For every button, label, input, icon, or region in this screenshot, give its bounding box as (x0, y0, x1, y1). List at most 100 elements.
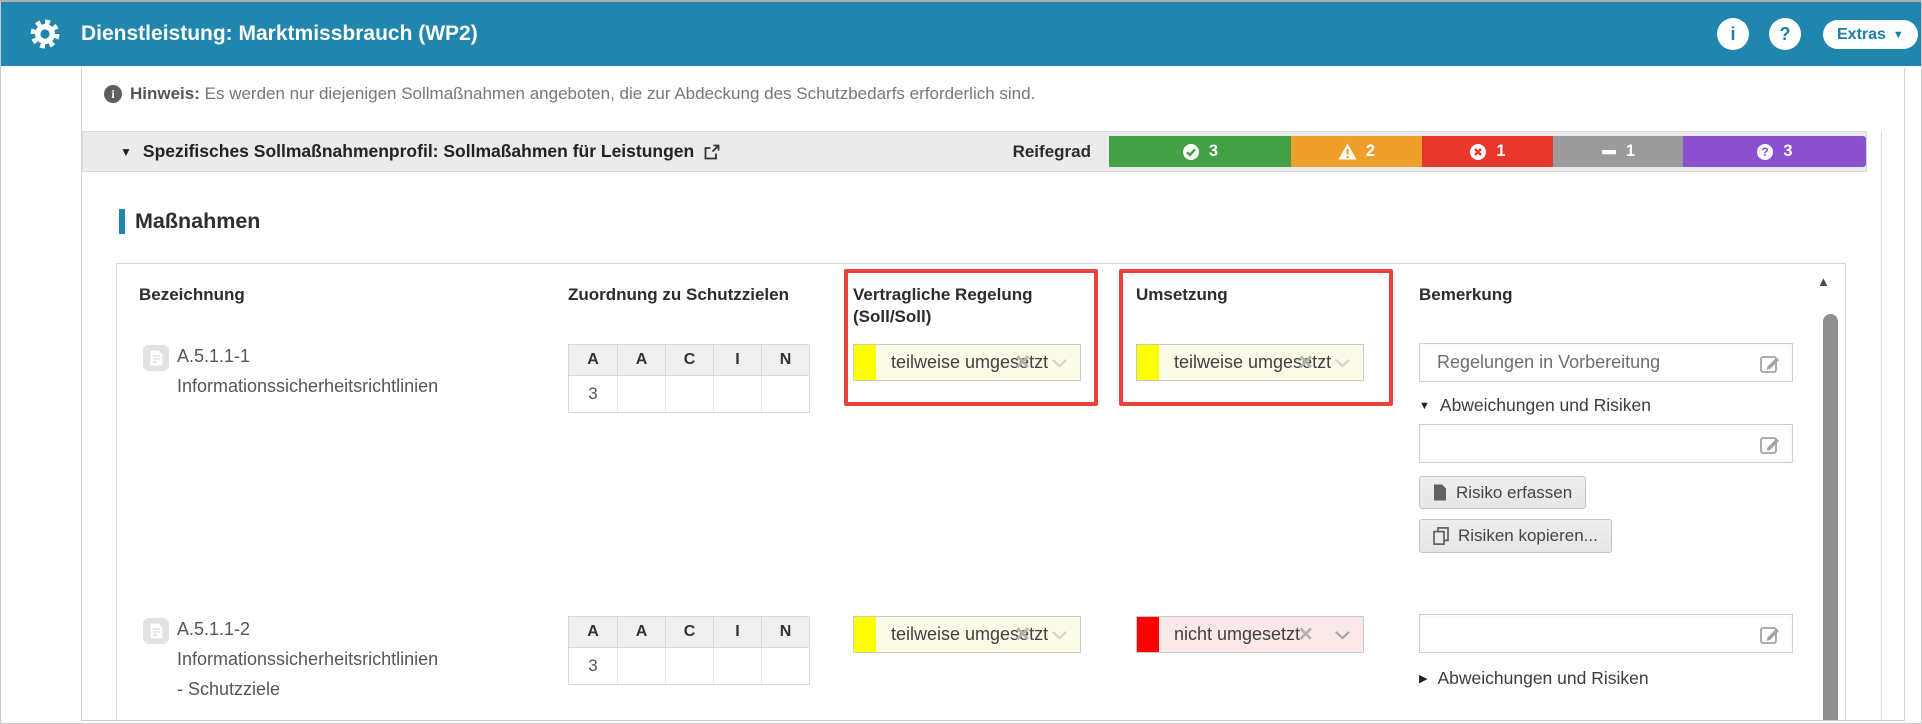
gear-icon (30, 19, 60, 49)
maturity-badge-unknown[interactable]: ? 3 (1683, 136, 1866, 167)
column-header-bemerkung: Bemerkung (1419, 285, 1513, 304)
create-risk-button[interactable]: Risiko erfassen (1419, 476, 1587, 509)
extras-label: Extras (1837, 25, 1886, 43)
goal-header: A (617, 617, 665, 648)
goal-header: A (617, 345, 665, 376)
titlebar: Dienstleistung: Marktmissbrauch (WP2) i … (1, 2, 1921, 66)
info-icon: i (104, 85, 122, 103)
badge-count: 3 (1783, 142, 1793, 160)
clear-icon[interactable]: × (1298, 620, 1313, 648)
clear-icon[interactable]: × (1015, 348, 1030, 376)
measure-name-line2: - Schutzziele (177, 679, 281, 699)
maturity-label: Reifegrad (1012, 141, 1091, 161)
state-color-swatch (1137, 617, 1159, 652)
measure-icon[interactable] (143, 345, 169, 371)
info-button[interactable]: i (1717, 18, 1749, 50)
create-risk-label: Risiko erfassen (1456, 482, 1573, 502)
goal-value (713, 648, 761, 684)
deviations-toggle[interactable]: ▼ Abweichungen und Risiken (1419, 395, 1651, 416)
badge-count: 1 (1625, 142, 1636, 160)
goal-header: I (713, 345, 761, 376)
edit-icon[interactable] (1759, 433, 1782, 456)
scrollbar-thumb[interactable] (1823, 314, 1838, 720)
document-icon (150, 350, 162, 366)
question-circle-icon: ? (1757, 143, 1774, 160)
svg-text:?: ? (1762, 145, 1769, 159)
external-link-icon[interactable] (703, 144, 720, 161)
maturity-badge-error[interactable]: 1 (1422, 136, 1553, 167)
chevron-down-icon (1335, 359, 1350, 368)
notice-label: Hinweis: (130, 84, 200, 103)
deviations-label: Abweichungen und Risiken (1439, 395, 1652, 415)
maturity-badge-none[interactable]: 1 (1553, 136, 1683, 167)
chevron-down-icon (1052, 359, 1067, 368)
contract-state-select[interactable]: teilweise umgesetzt × (853, 344, 1081, 381)
contract-state-select[interactable]: teilweise umgesetzt × (853, 616, 1081, 653)
state-label: teilweise umgesetzt (1174, 352, 1332, 372)
column-header-zuordnung: Zuordnung zu Schutzzielen (568, 285, 789, 304)
deviations-toggle[interactable]: ▶ Abweichungen und Risiken (1419, 668, 1649, 689)
badge-count: 2 (1365, 142, 1376, 160)
goal-value: 3 (569, 376, 617, 412)
state-label: nicht umgesetzt (1174, 624, 1301, 644)
measures-table: Bezeichnung Zuordnung zu Schutzzielen Ve… (116, 263, 1846, 720)
profile-section-title: Spezifisches Sollmaßnahmenprofil: Sollma… (142, 141, 695, 161)
remark-input[interactable]: Regelungen in Vorbereitung (1419, 343, 1793, 382)
deviation-input[interactable] (1419, 424, 1793, 463)
column-header-umsetzung: Umsetzung (1136, 285, 1228, 304)
profile-section-header[interactable]: ▼ Spezifisches Sollmaßnahmenprofil: Soll… (82, 131, 1867, 172)
measure-id: A.5.1.1-2 (177, 619, 251, 639)
copy-risks-label: Risiken kopieren... (1458, 526, 1598, 545)
check-circle-icon (1182, 143, 1199, 160)
scroll-up-icon[interactable]: ▲ (1817, 274, 1830, 289)
help-button[interactable]: ? (1769, 18, 1801, 50)
measure-id: A.5.1.1-1 (177, 346, 251, 366)
goal-value (761, 648, 809, 684)
maturity-badge-warning[interactable]: 2 (1291, 136, 1422, 167)
implementation-state-select[interactable]: nicht umgesetzt × (1136, 616, 1364, 653)
edit-icon[interactable] (1759, 352, 1782, 375)
column-header-bezeichnung: Bezeichnung (139, 285, 245, 304)
collapse-icon[interactable]: ▼ (120, 144, 132, 159)
chevron-expanded-icon: ▼ (1419, 399, 1430, 412)
goal-value (761, 376, 809, 412)
chevron-down-icon (1335, 631, 1350, 640)
clear-icon[interactable]: × (1298, 348, 1313, 376)
content-panel: i Hinweis: Es werden nur diejenigen Soll… (81, 68, 1905, 721)
goal-value (617, 376, 665, 412)
badge-count: 1 (1496, 142, 1506, 160)
document-filled-icon (1434, 484, 1446, 501)
goal-header: A (569, 617, 617, 648)
goal-value (665, 648, 713, 684)
chevron-down-icon (1052, 631, 1067, 640)
warning-triangle-icon (1338, 143, 1357, 160)
badge-count: 3 (1208, 142, 1219, 160)
copy-risks-button[interactable]: Risiken kopieren... (1419, 519, 1612, 553)
extras-menu-button[interactable]: Extras ▼ (1823, 20, 1918, 49)
goal-header: C (665, 345, 713, 376)
goal-header: N (761, 617, 809, 648)
protection-goals-table: A A C I N 3 (568, 616, 810, 685)
goal-header: A (569, 345, 617, 376)
state-label: teilweise umgesetzt (891, 352, 1049, 372)
state-color-swatch (854, 345, 876, 380)
measures-heading-text: Maßnahmen (135, 209, 261, 233)
goal-header: N (761, 345, 809, 376)
info-icon: i (1730, 23, 1736, 44)
notice-text: Es werden nur diejenigen Sollmaßnahmen a… (204, 84, 1036, 103)
implementation-state-select[interactable]: teilweise umgesetzt × (1136, 344, 1364, 381)
remark-input[interactable] (1419, 614, 1793, 653)
clear-icon[interactable]: × (1015, 620, 1030, 648)
maturity-badge-ok[interactable]: 3 (1109, 136, 1291, 167)
x-circle-icon (1470, 143, 1487, 160)
edit-icon[interactable] (1759, 623, 1782, 646)
measure-icon[interactable] (143, 618, 169, 644)
measure-name: Informationssicherheitsrichtlinien (177, 376, 439, 396)
goal-header: I (713, 617, 761, 648)
protection-goals-table: A A C I N 3 (568, 344, 810, 413)
chevron-collapsed-icon: ▶ (1419, 673, 1428, 685)
deviations-label: Abweichungen und Risiken (1437, 668, 1649, 688)
measure-name: Informationssicherheitsrichtlinien (177, 649, 439, 669)
maturity-summary: Reifegrad 3 2 (1013, 132, 1866, 171)
